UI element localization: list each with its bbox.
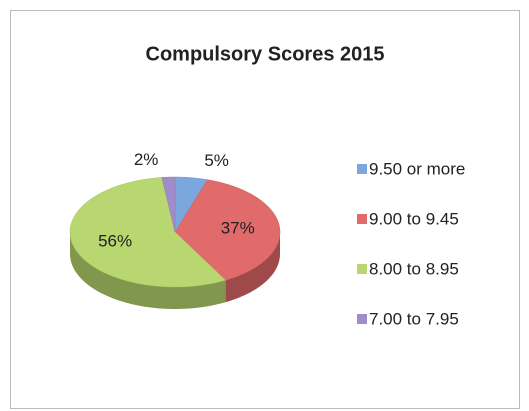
data-label: 2% bbox=[134, 150, 159, 169]
legend-swatch bbox=[357, 214, 367, 224]
legend-label: 7.00 to 7.95 bbox=[369, 309, 459, 328]
legend-label: 9.50 or more bbox=[369, 159, 465, 178]
pie-slice-side bbox=[70, 232, 226, 309]
pie-slice bbox=[69, 177, 227, 288]
pie-slice bbox=[174, 179, 281, 281]
legend-label: 8.00 to 8.95 bbox=[369, 259, 459, 278]
data-label: 5% bbox=[204, 151, 229, 170]
pie-slice-side bbox=[225, 232, 280, 303]
legend-swatch bbox=[357, 264, 367, 274]
data-label: 56% bbox=[98, 232, 132, 251]
legend-label: 9.00 to 9.45 bbox=[369, 209, 459, 228]
legend-swatch bbox=[357, 314, 367, 324]
pie-slice bbox=[161, 176, 176, 233]
chart-title: Compulsory Scores 2015 bbox=[146, 43, 385, 65]
data-label: 37% bbox=[221, 218, 255, 237]
pie-slice bbox=[174, 176, 208, 233]
legend-swatch bbox=[357, 164, 367, 174]
